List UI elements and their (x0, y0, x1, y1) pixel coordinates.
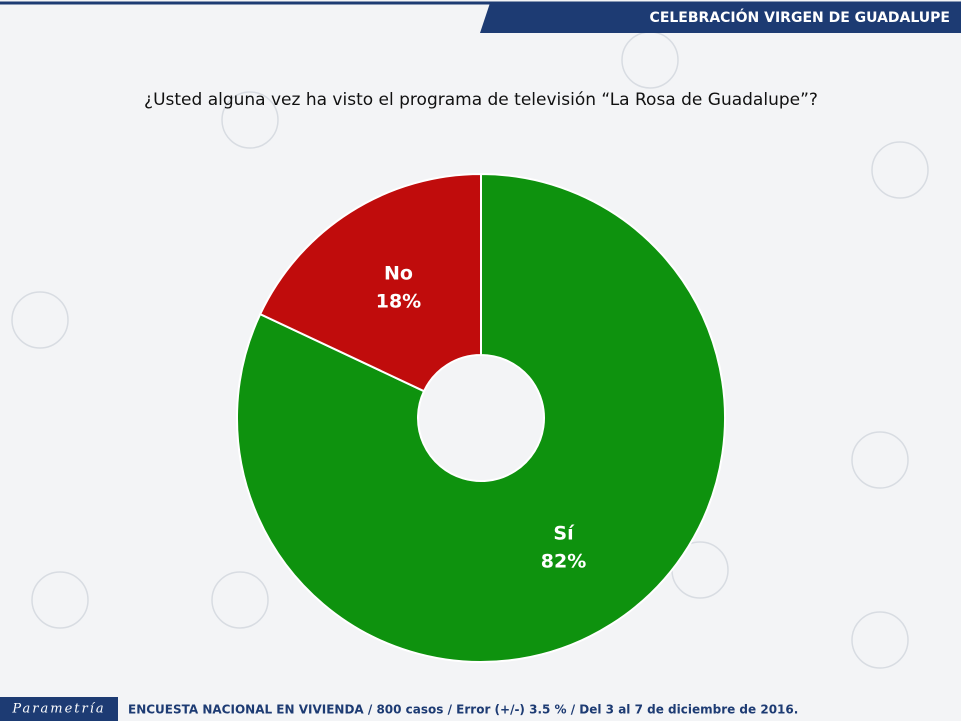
slice-value-label: 82% (541, 551, 586, 573)
header-title: CELEBRACIÓN VIRGEN DE GUADALUPE (650, 8, 950, 26)
donut-slice (258, 172, 482, 393)
watermark (11, 31, 929, 669)
slice-value-label: 18% (376, 290, 421, 312)
footer-logo: Parametría (11, 702, 105, 717)
slice-category: No (384, 262, 413, 284)
donut-slice (236, 172, 726, 663)
footer-note: ENCUESTA NACIONAL EN VIVIENDA / 800 caso… (128, 703, 798, 717)
footer-logo-box (0, 697, 118, 721)
header-bar (480, 3, 961, 33)
slice-category: Sí (553, 523, 575, 545)
chart-title: ¿Usted alguna vez ha visto el programa d… (144, 90, 818, 110)
